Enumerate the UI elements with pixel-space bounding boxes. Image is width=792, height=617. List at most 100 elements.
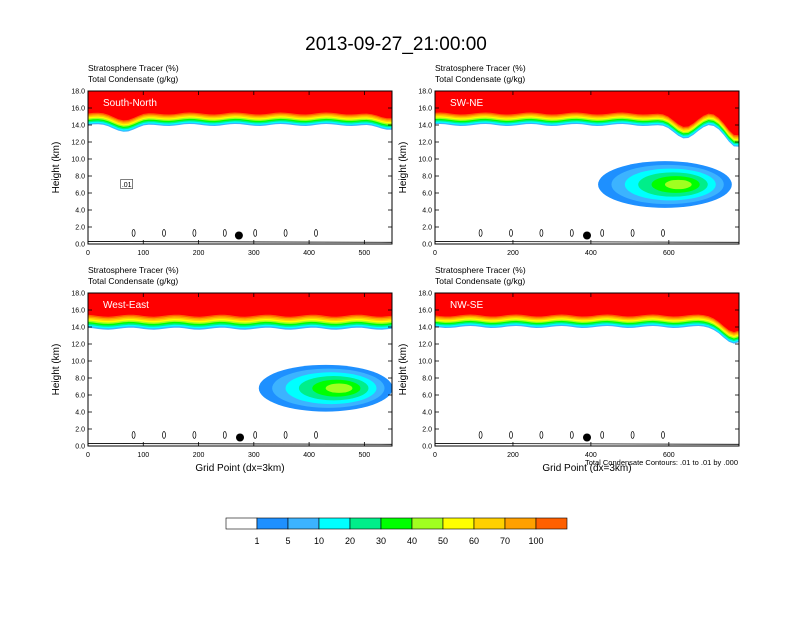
tracer-streak: [378, 99, 382, 112]
y-tick-label: 8.0: [75, 174, 85, 181]
tracer-streak: [158, 94, 162, 112]
y-tick-label: 14.0: [418, 123, 432, 130]
y-tick-label: 0.0: [75, 444, 85, 451]
surface-marker: [234, 231, 243, 240]
y-tick-label: 8.0: [422, 376, 432, 383]
tracer-streak: [626, 299, 630, 314]
tracer-streak: [355, 299, 359, 314]
y-tick-label: 0.0: [75, 242, 85, 249]
y-tick-label: 12.0: [71, 140, 85, 147]
tracer-streak: [528, 299, 531, 314]
colorbar-label: 1: [254, 536, 259, 546]
terrain-line: [435, 443, 739, 445]
tracer-streak: [718, 306, 721, 314]
y-tick-label: 6.0: [422, 191, 432, 198]
colorbar-cell: [535, 517, 568, 530]
plot-frame: [434, 292, 740, 447]
condensate-contour: [661, 431, 665, 439]
tracer-streak: [566, 296, 569, 314]
tracer-streak: [135, 307, 139, 314]
y-tick-label: 16.0: [418, 106, 432, 113]
tracer-streak: [520, 307, 524, 314]
tracer-streak: [97, 97, 101, 112]
y-tick-label: 2.0: [75, 427, 85, 434]
condensate-contour: [661, 229, 665, 237]
tracer-streak: [158, 300, 162, 314]
title-line-2: Total Condensate (g/kg): [88, 276, 178, 286]
tracer-streak: [611, 301, 615, 314]
tracer-streak: [386, 301, 390, 314]
tracer-streak: [550, 96, 554, 112]
x-tick-label: 0: [433, 452, 437, 459]
tracer-streak: [363, 308, 367, 314]
tracer-streak: [264, 100, 268, 112]
colorbar-label: 5: [285, 536, 290, 546]
tracer-streak: [196, 304, 200, 314]
y-tick-label: 0.0: [422, 444, 432, 451]
y-tick-label: 14.0: [418, 325, 432, 332]
x-axis-label: Grid Point (dx=3km): [195, 463, 284, 474]
condensate-contour: [222, 431, 227, 439]
tracer-streak: [173, 298, 177, 314]
tracer-streak: [687, 304, 691, 314]
tracer-streak: [181, 98, 184, 112]
tracer-streak: [596, 96, 600, 112]
x-tick-label: 0: [86, 452, 90, 459]
tracer-streak: [505, 296, 509, 314]
tracer-streak: [226, 99, 230, 112]
condensate-contour: [222, 229, 227, 237]
tracer-streak: [649, 296, 653, 314]
main-title: 2013-09-27_21:00:00: [305, 34, 487, 55]
panel-label: SW-NE: [450, 98, 483, 109]
tracer-streak: [348, 296, 352, 314]
plot-area: [435, 91, 739, 244]
tracer-streak: [89, 297, 93, 314]
condensate-contour: [192, 431, 197, 439]
y-tick-label: 10.0: [418, 359, 432, 366]
tracer-streak: [672, 297, 676, 314]
x-tick-label: 500: [359, 452, 371, 459]
tracer-streak: [459, 302, 463, 314]
condensate-contour: [569, 431, 574, 439]
tracer-streak: [687, 94, 691, 112]
x-tick-label: 600: [663, 250, 675, 257]
condensate-contour: [192, 229, 197, 237]
y-tick-label: 18.0: [418, 89, 432, 96]
title-line-1: Stratosphere Tracer (%): [435, 265, 526, 275]
tracer-streak: [619, 296, 623, 314]
tracer-streak: [512, 299, 516, 314]
y-tick-label: 4.0: [75, 208, 85, 215]
colorbar-label: 20: [345, 536, 355, 546]
colorbar: 1 5 10 20 30 40 50 60 70 100: [225, 517, 568, 546]
tracer-streak: [363, 95, 367, 112]
tracer-streak: [295, 98, 298, 112]
terrain-line: [435, 241, 739, 243]
tracer-streak: [97, 297, 101, 314]
tracer-streak: [279, 306, 283, 314]
y-tick-label: 12.0: [418, 342, 432, 349]
tracer-streak: [317, 296, 321, 314]
surface-marker: [583, 231, 591, 240]
colorbar-cell: [442, 517, 475, 530]
y-axis-label: Height (km): [398, 344, 409, 396]
tracer-streak: [520, 95, 524, 112]
tracer-streak: [710, 96, 714, 112]
tracer-streak: [695, 302, 699, 314]
y-tick-label: 18.0: [418, 291, 432, 298]
y-tick-label: 10.0: [418, 157, 432, 164]
tracer-streak: [272, 94, 276, 112]
tracer-streak: [604, 94, 607, 112]
tracer-streak: [558, 298, 562, 314]
x-tick-label: 400: [303, 250, 315, 257]
plot-frame: [434, 90, 740, 245]
tracer-streak: [672, 105, 676, 112]
tracer-streak: [436, 96, 440, 112]
tracer-streak: [257, 299, 260, 314]
tracer-streak: [634, 307, 638, 314]
tracer-streak: [287, 298, 291, 314]
tracer-streak: [241, 299, 245, 314]
tracer-streak: [219, 94, 222, 112]
tracer-streak: [112, 99, 116, 112]
tracer-streak: [135, 95, 139, 112]
tracer-streak: [188, 302, 192, 314]
